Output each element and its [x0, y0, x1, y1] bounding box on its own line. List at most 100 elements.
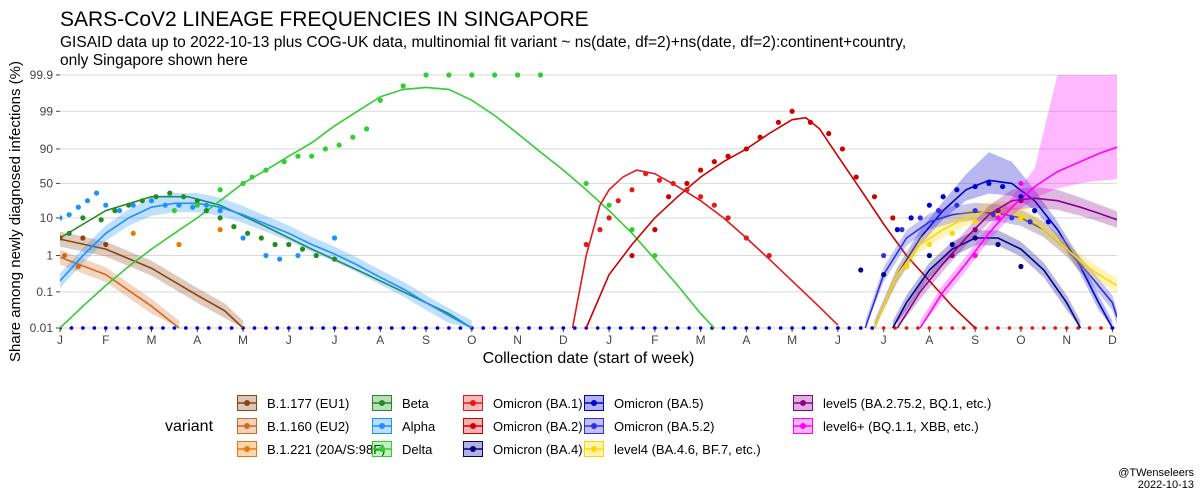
legend-label: Omicron (BA.5.2) [614, 418, 715, 434]
baseline-point [206, 326, 211, 330]
data-point [153, 194, 159, 200]
baseline-point [115, 326, 119, 330]
legend-swatch [372, 441, 392, 457]
fit-line [60, 256, 180, 329]
legend-item: Omicron (BA.5) [584, 392, 704, 414]
data-point [60, 215, 63, 221]
legend-swatch-graphic [463, 418, 483, 434]
legend-swatch-graphic [237, 395, 257, 411]
baseline-point [69, 326, 74, 330]
y-tick-label: 99 [40, 104, 54, 118]
data-point [954, 202, 960, 208]
data-point [990, 212, 997, 218]
data-point [615, 198, 621, 204]
legend-item: Alpha [372, 415, 435, 437]
baseline-point [1064, 326, 1069, 330]
data-point [826, 130, 832, 137]
data-point [446, 72, 452, 78]
y-tick-label: 1 [46, 249, 53, 263]
baseline-point [286, 326, 291, 330]
data-point [103, 202, 109, 208]
baseline-point [172, 326, 177, 330]
y-tick-label: 10 [40, 211, 54, 225]
data-point [75, 204, 81, 210]
data-point [995, 215, 1001, 221]
baseline-point [595, 326, 600, 330]
baseline-point [1007, 326, 1012, 330]
confidence-band [60, 231, 243, 328]
data-point [711, 202, 717, 208]
data-point [331, 256, 338, 262]
data-point [1018, 263, 1024, 270]
data-point [322, 146, 328, 152]
data-point [789, 108, 795, 114]
baseline-point [92, 326, 97, 330]
x-tick-label: J [332, 333, 338, 347]
baseline-point [1099, 326, 1103, 330]
data-point [139, 198, 145, 204]
legend-swatch [372, 395, 392, 411]
data-point [972, 208, 978, 214]
legend-title: variant [165, 418, 214, 435]
data-point [940, 194, 946, 200]
baseline-point [424, 326, 428, 330]
credit: @TWenseleers 2022-10-13 [1118, 467, 1194, 491]
baseline-point [184, 326, 188, 330]
baseline-point [561, 326, 566, 330]
legend-label: Beta [402, 395, 429, 411]
legend-swatch [237, 395, 257, 411]
data-point [231, 224, 237, 230]
data-point [176, 241, 182, 248]
data-point [725, 215, 731, 221]
data-point [1009, 215, 1015, 221]
baseline-point [355, 326, 360, 330]
confidence-band [892, 230, 1081, 328]
data-point [194, 202, 200, 208]
baseline-point [1019, 326, 1023, 330]
fit-line [896, 197, 1117, 329]
data-point [313, 252, 319, 259]
legend-label: level4 (BA.4.6, BF.7, etc.) [614, 441, 761, 457]
legend-swatch-point [244, 446, 250, 452]
legend-swatch-point [470, 446, 476, 452]
baseline-point [298, 326, 303, 330]
data-point [116, 208, 123, 214]
data-point [995, 241, 1001, 248]
baseline-point [161, 326, 165, 330]
data-point [665, 194, 672, 200]
chart-subtitle: GISAID data up to 2022-10-13 plus COG-UK… [60, 34, 1060, 70]
data-point [1018, 180, 1024, 187]
data-point [908, 215, 914, 221]
baseline-point [367, 326, 371, 330]
data-point [217, 187, 223, 193]
x-tick-label: J [881, 333, 887, 347]
data-point [995, 208, 1001, 214]
data-point [84, 198, 91, 204]
data-point [103, 241, 109, 248]
baseline-point [275, 326, 280, 330]
data-point [935, 208, 942, 214]
data-point [807, 119, 814, 125]
data-point [926, 252, 932, 259]
credit-date: 2022-10-13 [1137, 479, 1194, 491]
legend-swatch-graphic [793, 395, 813, 411]
x-tick-label: J [606, 333, 612, 347]
legend-swatch [237, 441, 257, 457]
data-point [126, 202, 132, 208]
data-point [1000, 183, 1006, 190]
data-point [890, 215, 896, 221]
data-point [263, 252, 269, 259]
fit-line [60, 86, 715, 329]
y-tick-label: 90 [40, 142, 54, 156]
data-point [711, 159, 717, 165]
x-tick-label: S [971, 333, 979, 347]
baseline-point [572, 326, 577, 330]
legend-swatch [584, 441, 604, 457]
data-point [1018, 194, 1024, 200]
baseline-point [1041, 326, 1046, 330]
baseline-point [607, 326, 611, 330]
data-point [75, 263, 81, 270]
legend-label: Omicron (BA.2) [493, 418, 583, 434]
credit-handle: @TWenseleers [1118, 467, 1194, 479]
